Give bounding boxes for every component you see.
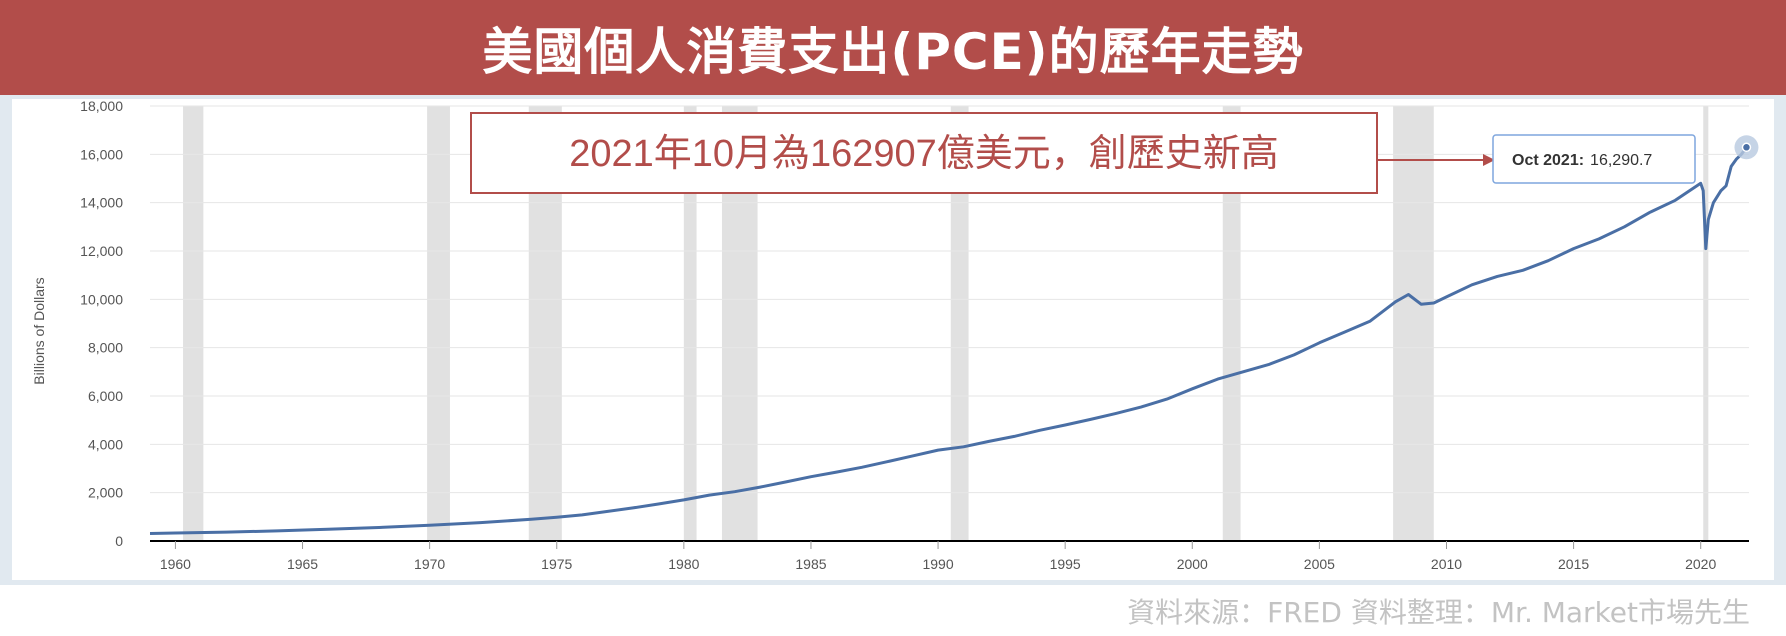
last-data-point: [1741, 142, 1752, 153]
y-tick-label: 16,000: [80, 146, 123, 162]
tooltip-value: 16,290.7: [1590, 152, 1652, 169]
recession-band: [183, 106, 204, 541]
pce-line-chart: 0 2,000 4,000 6,000 8,000 10,000 12,000 14,000 1…: [0, 95, 1786, 585]
gridlines: [150, 105, 1749, 494]
recession-band: [1222, 106, 1241, 541]
y-tick-label: 8,000: [88, 340, 123, 356]
chart-panel: 0 2,000 4,000 6,000 8,000 10,000 12,000 14,000 1…: [0, 95, 1786, 585]
recession-band: [1703, 106, 1709, 541]
y-tick-label: 14,000: [80, 195, 123, 211]
series-layer: [149, 135, 1759, 535]
x-tick-label: 2015: [1558, 556, 1589, 572]
x-tick-label: 2000: [1177, 556, 1208, 572]
title-banner: 美國個人消費支出(PCE)的歷年走勢: [0, 0, 1786, 95]
y-tick-label: 18,000: [80, 98, 123, 114]
axes: 0 2,000 4,000 6,000 8,000 10,000 12,000 14,000 1…: [80, 98, 1749, 572]
tooltip-label: Oct 2021:: [1512, 152, 1584, 169]
recession-band: [950, 106, 969, 541]
pce-series-line: [149, 146, 1748, 535]
tooltip-text: Oct 2021: 16,290.7: [1512, 152, 1652, 169]
y-tick-label: 2,000: [88, 485, 123, 501]
page-title: 美國個人消費支出(PCE)的歷年走勢: [482, 22, 1304, 81]
x-tick-label: 1970: [414, 556, 445, 572]
source-credit: 資料來源：FRED 資料整理：Mr. Market市場先生: [1127, 596, 1750, 629]
annotation-box: [470, 112, 1378, 194]
y-axis-label: Billions of Dollars: [31, 277, 47, 384]
tooltip-box: [1492, 134, 1696, 184]
recession-band: [1393, 106, 1434, 541]
annotation-callout: 2021年10月為162907億美元，創歷史新高: [470, 112, 1495, 194]
recession-band: [427, 106, 450, 541]
y-tick-label: 6,000: [88, 388, 123, 404]
y-tick-label: 0: [115, 533, 123, 549]
y-tick-label: 10,000: [80, 291, 123, 307]
x-tick-label: 2020: [1685, 556, 1716, 572]
x-tick-label: 2005: [1304, 556, 1335, 572]
x-tick-label: 1985: [795, 556, 826, 572]
x-tick-label: 1960: [160, 556, 191, 572]
x-tick-label: 2010: [1431, 556, 1462, 572]
y-tick-label: 12,000: [80, 243, 123, 259]
x-tick-label: 1975: [541, 556, 572, 572]
recession-band: [683, 106, 697, 541]
x-tick-label: 1990: [922, 556, 953, 572]
x-tick-label: 1995: [1050, 556, 1081, 572]
tooltip: Oct 2021: 16,290.7: [1492, 134, 1696, 184]
x-tick-label: 1965: [287, 556, 318, 572]
annotation-arrowhead: [1483, 154, 1495, 166]
y-tick-label: 4,000: [88, 436, 123, 452]
x-tick-label: 1980: [668, 556, 699, 572]
annotation-text: 2021年10月為162907億美元，創歷史新高: [569, 133, 1279, 175]
recession-bands: [183, 106, 1709, 541]
